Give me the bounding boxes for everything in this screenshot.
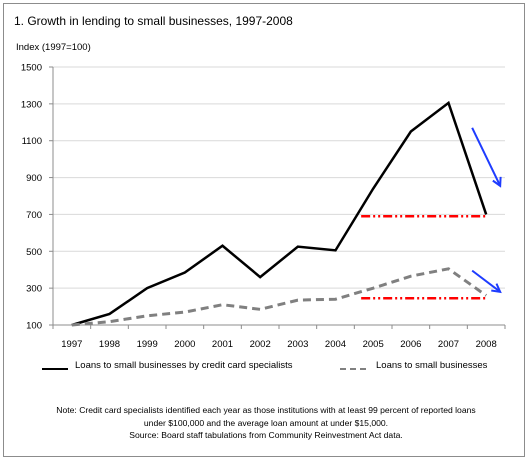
trend-arrow-shaft [471,269,501,293]
legend-label: Loans to small businesses [376,360,488,371]
x-tick-label: 1999 [137,339,158,350]
x-tick-label: 2002 [250,339,271,350]
x-tick-label: 1997 [61,339,82,350]
chart-title: 1. Growth in lending to small businesses… [14,14,293,28]
series-line-small-business-loans [71,267,488,327]
y-tick-label: 1300 [21,99,42,110]
chart-legend: Loans to small businesses by credit card… [0,360,530,380]
y-tick-label: 1100 [22,136,42,147]
x-tick-label: 2008 [476,339,497,350]
note-line-2: under $100,000 and the average loan amou… [143,417,389,428]
trend-arrow-head [491,283,502,294]
x-tick-label: 2003 [287,339,308,350]
legend-swatch-solid [42,368,68,370]
line-chart: 100 300 500 700 900 1100 1300 1500 1997 1998 1999 2… [21,63,506,350]
legend-swatch-dashed [340,368,366,370]
figure-frame [3,3,525,457]
y-tick-label: 900 [26,173,42,184]
legend-label: Loans to small businesses by credit card… [75,360,293,371]
note-line-3: Source: Board staff tabulations from Com… [129,430,403,440]
y-tick-label: 1500 [21,63,42,74]
y-tick-label: 100 [26,321,42,332]
trend-arrow-shaft [471,127,502,187]
y-tick-label: 700 [26,210,42,221]
note-line-1: Note: Credit card specialists identified… [56,405,476,415]
x-tick-label: 1998 [99,339,120,350]
x-tick-label: 2004 [325,339,346,350]
y-axis-label: Index (1997=100) [16,42,91,53]
trend-arrow-head [492,176,502,188]
x-tick-label: 2005 [363,339,384,350]
x-tick-label: 2001 [212,339,233,350]
chart-note: Note: Credit card specialists identified… [12,404,520,442]
series-line-credit-card-specialists [71,100,488,327]
x-tick-label: 2000 [174,339,195,350]
y-tick-label: 500 [26,247,42,258]
x-tick-label: 2006 [400,339,421,350]
y-tick-label: 300 [26,284,42,295]
x-tick-label: 2007 [438,339,459,350]
